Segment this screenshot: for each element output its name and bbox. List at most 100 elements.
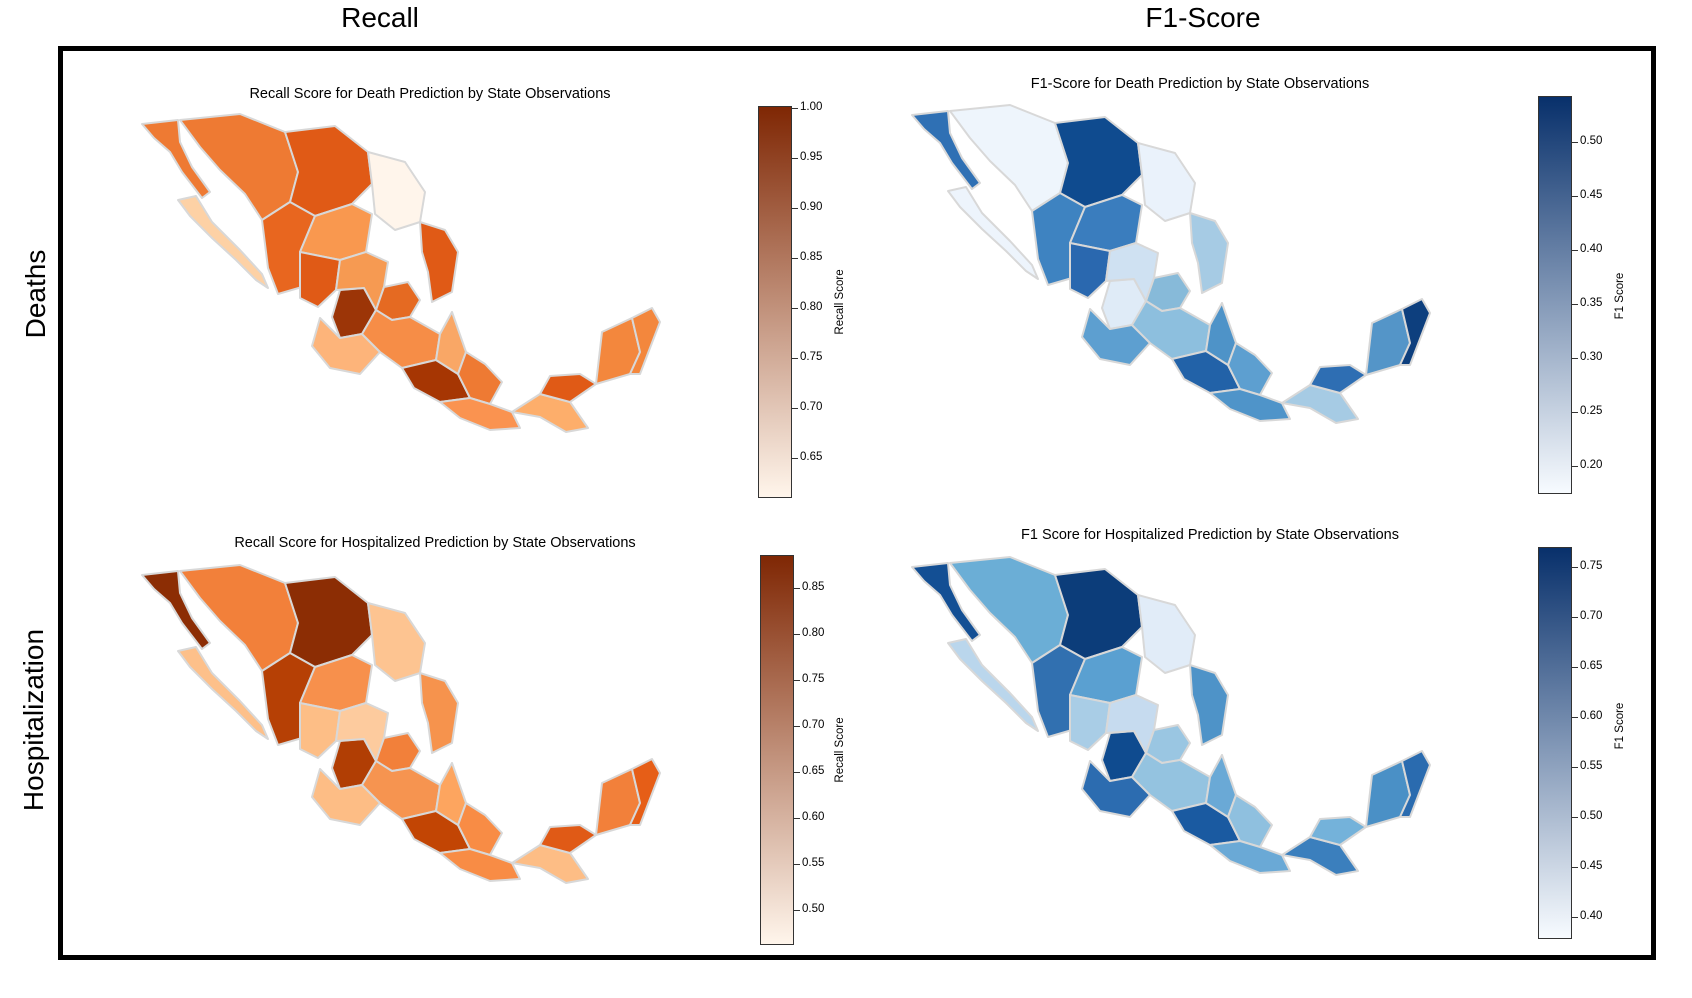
state-region <box>335 251 389 311</box>
tick-label: 0.30 <box>1580 351 1603 363</box>
state-region <box>1209 840 1291 874</box>
state-region <box>367 151 426 231</box>
panel-title-hospitalized-f1: F1 Score for Hospitalized Prediction by … <box>1021 527 1399 543</box>
tick-label: 0.85 <box>800 251 823 263</box>
state-region <box>1069 242 1111 299</box>
state-region <box>439 397 521 431</box>
colorbar-label-deaths-f1: F1 Score <box>1614 272 1626 320</box>
state-region <box>1137 594 1196 674</box>
state-region <box>299 251 341 308</box>
state-region <box>629 758 661 826</box>
row-header-deaths: Deaths <box>20 249 51 339</box>
state-region <box>629 307 661 375</box>
state-region <box>1399 750 1431 818</box>
tick-label: 0.55 <box>802 857 825 869</box>
state-region <box>335 702 389 762</box>
tick-label: 0.40 <box>1580 243 1603 255</box>
panel-title-deaths-recall: Recall Score for Death Prediction by Sta… <box>249 86 611 102</box>
state-region <box>1309 364 1367 394</box>
tick-label: 0.70 <box>802 719 825 731</box>
state-region <box>947 186 1039 280</box>
state-region <box>1081 760 1151 818</box>
column-header-f1-score: F1-Score <box>1145 2 1261 33</box>
figure-frame <box>58 46 1656 960</box>
tick-label: 0.35 <box>1580 297 1603 309</box>
colorbar-deaths-f1 <box>1538 96 1572 494</box>
colorbar-label-hospitalized-recall: Recall Score <box>834 717 846 783</box>
state-region <box>1054 116 1143 208</box>
tick-label: 0.75 <box>1580 560 1603 572</box>
state-region <box>1209 388 1291 422</box>
state-region <box>367 602 426 682</box>
tick-label: 0.20 <box>1580 459 1603 471</box>
state-region <box>1309 816 1367 846</box>
state-region <box>299 702 341 759</box>
state-region <box>141 119 211 199</box>
colorbar-hospitalized-recall <box>760 555 794 945</box>
map-deaths-f1 <box>911 104 1431 424</box>
tick-label: 0.55 <box>1580 760 1603 772</box>
state-region <box>1054 568 1143 660</box>
state-region <box>539 373 597 403</box>
tick-label: 0.95 <box>800 151 823 163</box>
state-region <box>1281 836 1359 876</box>
state-region <box>1205 302 1237 366</box>
tick-label: 1.00 <box>800 101 823 113</box>
map-hospitalized-recall <box>141 564 661 884</box>
state-region <box>911 110 981 190</box>
state-region <box>911 562 981 642</box>
state-region <box>1137 142 1196 222</box>
tick-label: 0.25 <box>1580 405 1603 417</box>
tick-label: 0.45 <box>1580 189 1603 201</box>
tick-label: 0.65 <box>800 451 823 463</box>
tick-label: 0.50 <box>1580 135 1603 147</box>
tick-label: 0.70 <box>800 401 823 413</box>
tick-label: 0.80 <box>802 627 825 639</box>
tick-label: 0.60 <box>802 811 825 823</box>
tick-label: 0.50 <box>802 903 825 915</box>
state-region <box>419 672 459 754</box>
state-region <box>1105 694 1159 754</box>
state-region <box>1281 384 1359 424</box>
panel-title-hospitalized-recall: Recall Score for Hospitalized Prediction… <box>234 535 636 551</box>
state-region <box>177 195 269 289</box>
colorbar-hospitalized-f1 <box>1538 547 1572 939</box>
tick-label: 0.50 <box>1580 810 1603 822</box>
tick-label: 0.65 <box>802 765 825 777</box>
column-header-recall: Recall <box>341 2 419 33</box>
tick-label: 0.85 <box>802 581 825 593</box>
colorbar-label-deaths-recall: Recall Score <box>834 269 846 335</box>
tick-label: 0.45 <box>1580 860 1603 872</box>
state-region <box>311 768 381 826</box>
state-region <box>511 844 589 884</box>
state-region <box>284 125 373 217</box>
state-region <box>435 762 467 826</box>
colorbar-label-hospitalized-f1: F1 Score <box>1614 702 1626 750</box>
tick-label: 0.80 <box>800 301 823 313</box>
tick-label: 0.75 <box>802 673 825 685</box>
colorbar-deaths-recall <box>758 106 792 498</box>
state-region <box>1105 242 1159 302</box>
state-region <box>1069 694 1111 751</box>
state-region <box>141 570 211 650</box>
tick-label: 0.60 <box>1580 710 1603 722</box>
state-region <box>1189 664 1229 746</box>
map-deaths-recall <box>141 113 661 433</box>
state-region <box>539 824 597 854</box>
state-region <box>1205 754 1237 818</box>
state-region <box>511 393 589 433</box>
state-region <box>419 221 459 303</box>
map-hospitalized-f1 <box>911 556 1431 876</box>
tick-label: 0.65 <box>1580 660 1603 672</box>
state-region <box>311 317 381 375</box>
state-region <box>1189 212 1229 294</box>
tick-label: 0.75 <box>800 351 823 363</box>
state-region <box>177 646 269 740</box>
state-region <box>1399 298 1431 366</box>
tick-label: 0.40 <box>1580 910 1603 922</box>
tick-label: 0.90 <box>800 201 823 213</box>
row-header-hospitalization: Hospitalization <box>18 628 49 812</box>
tick-label: 0.70 <box>1580 610 1603 622</box>
state-region <box>1081 308 1151 366</box>
panel-title-deaths-f1: F1-Score for Death Prediction by State O… <box>1030 76 1370 92</box>
